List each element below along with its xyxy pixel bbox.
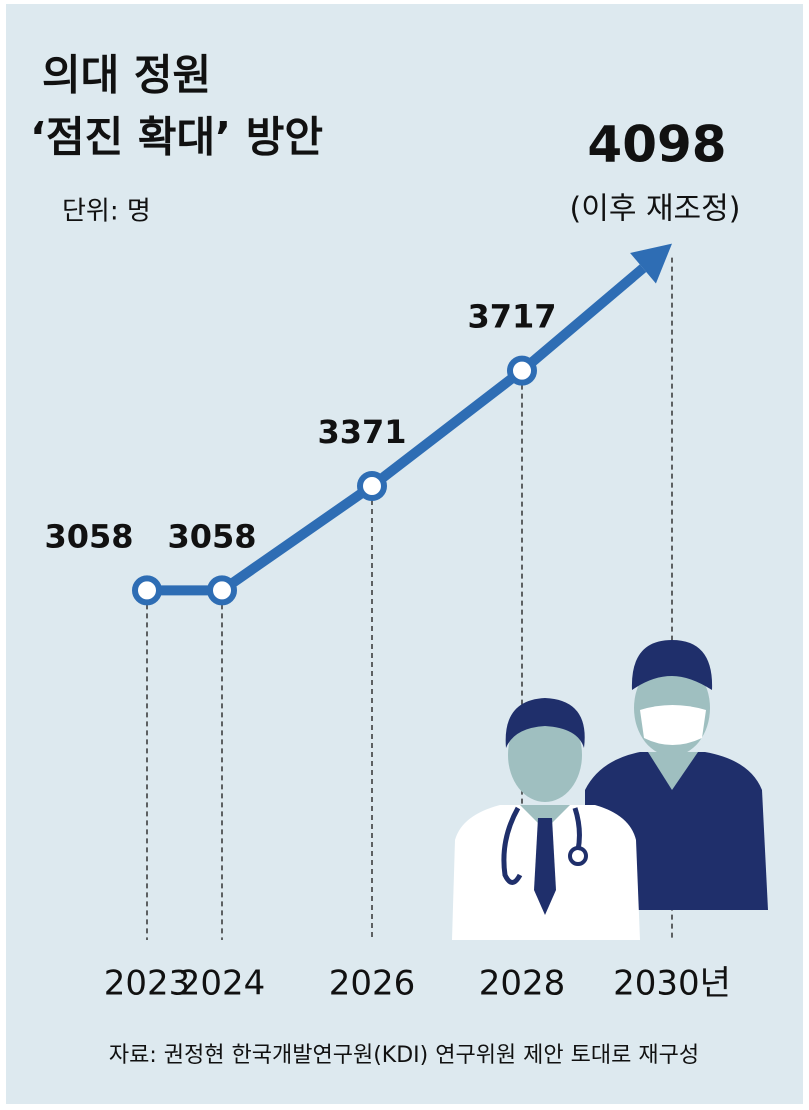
- x-tick-label: 2030년: [613, 964, 731, 1004]
- neck: [648, 752, 698, 790]
- illustration: [452, 640, 768, 940]
- point: [207, 575, 237, 606]
- annotation: (이후 재조정): [570, 192, 741, 227]
- chart-title: 의대 정원: [42, 51, 211, 100]
- mask: [640, 705, 706, 745]
- face: [508, 708, 582, 802]
- unit-label: 단위: 명: [62, 197, 151, 227]
- neck: [520, 805, 570, 830]
- x-tick-label: 2023: [104, 964, 191, 1004]
- point: [357, 471, 387, 501]
- hair: [505, 698, 585, 748]
- value-label: 4098: [587, 116, 726, 174]
- value-label: 3717: [467, 298, 556, 336]
- stethoscope-head: [568, 846, 588, 866]
- value-label: 3058: [44, 517, 133, 555]
- cap: [631, 640, 713, 690]
- value-label: 3371: [317, 413, 406, 451]
- x-tick-label: 2024: [179, 964, 266, 1004]
- source: 자료: 권정현 한국개발연구원(KDI) 연구위원 제안 토대로 재구성: [109, 1043, 699, 1068]
- point: [507, 355, 537, 386]
- tie: [534, 818, 556, 915]
- point: [132, 575, 162, 606]
- x-tick-label: 2028: [479, 964, 566, 1004]
- background: [6, 4, 803, 1104]
- arrowhead: [630, 243, 672, 284]
- value-label: 3058: [167, 517, 256, 555]
- chart-title: ‘점진 확대’ 방안: [30, 113, 323, 162]
- x-tick-label: 2026: [329, 964, 416, 1004]
